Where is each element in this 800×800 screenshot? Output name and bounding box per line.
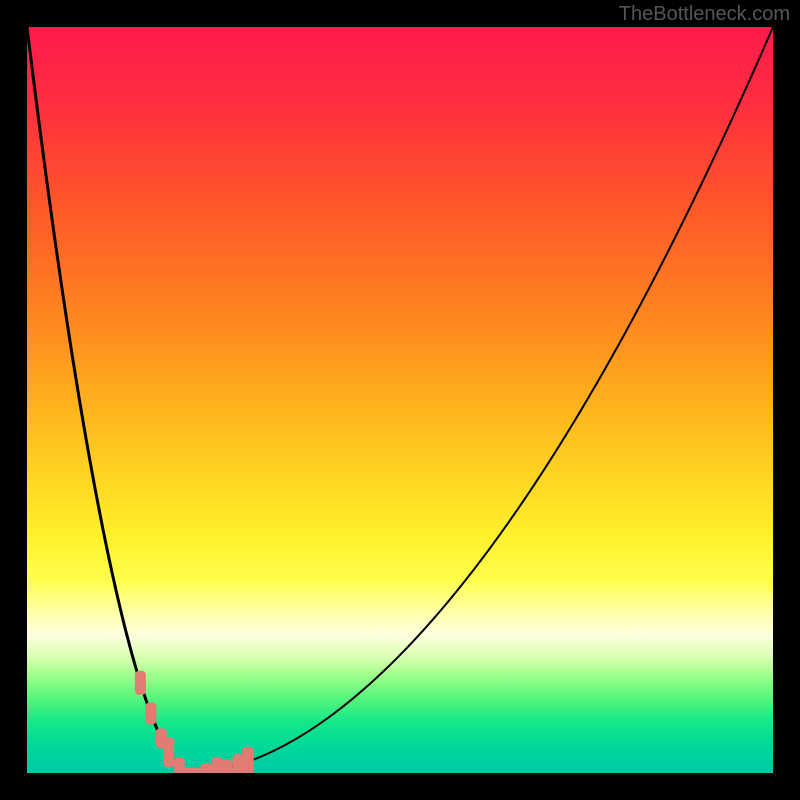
- marker-left-1: [145, 702, 156, 724]
- watermark-text: TheBottleneck.com: [619, 3, 790, 26]
- marker-left-0: [135, 671, 146, 695]
- marker-right-2: [221, 759, 232, 773]
- plot-area: [27, 27, 773, 773]
- marker-left-3: [163, 737, 174, 767]
- marker-bottom: [181, 768, 201, 774]
- gradient-chart: [27, 27, 773, 773]
- marker-right-0: [201, 763, 212, 773]
- marker-right-4: [242, 747, 254, 773]
